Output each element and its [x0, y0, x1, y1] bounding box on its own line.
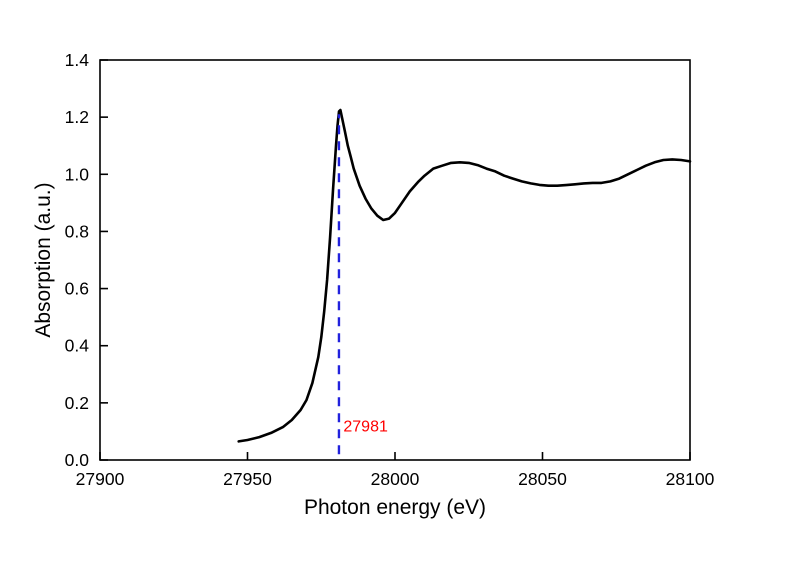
- y-tick-label: 0.4: [65, 336, 90, 356]
- y-tick-label: 0.6: [65, 279, 89, 299]
- plot-frame: [99, 59, 691, 461]
- y-tick-label: 1.0: [65, 164, 90, 184]
- edge-energy-label: 27981: [343, 418, 388, 435]
- y-tick-label: 0.0: [65, 450, 90, 470]
- y-tick-label: 1.4: [65, 50, 90, 70]
- spectrum-line: [237, 108, 692, 443]
- x-tick-label: 27950: [223, 469, 272, 489]
- x-tick-label: 28000: [371, 469, 420, 489]
- y-axis-title: Absorption (a.u.): [32, 182, 55, 338]
- x-tick-label: 28050: [518, 469, 567, 489]
- x-tick-label: 28100: [666, 469, 715, 489]
- y-tick-label: 0.2: [65, 393, 89, 413]
- y-tick-label: 0.8: [65, 221, 89, 241]
- y-tick-label: 1.2: [65, 107, 89, 127]
- x-tick-label: 27900: [76, 469, 125, 489]
- x-axis-title: Photon energy (eV): [303, 496, 487, 519]
